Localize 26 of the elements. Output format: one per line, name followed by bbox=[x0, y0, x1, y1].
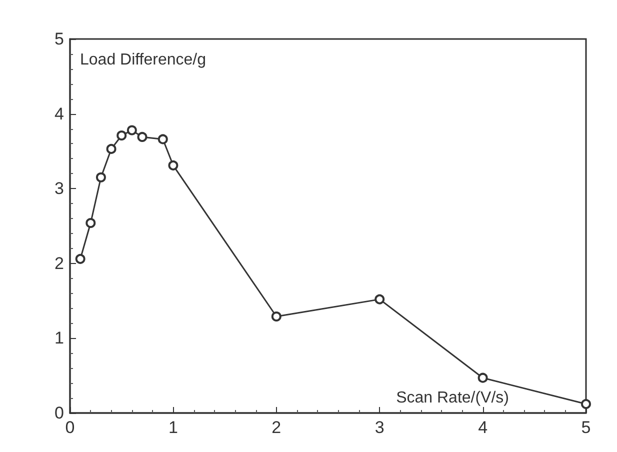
y-tick-label: 3 bbox=[54, 179, 64, 198]
point bbox=[116, 130, 127, 140]
x-axis-title: Scan Rate/(V/s) bbox=[396, 390, 510, 406]
point bbox=[581, 399, 591, 410]
y-tick-label: 0 bbox=[54, 404, 64, 422]
point bbox=[96, 172, 106, 182]
point bbox=[374, 294, 385, 304]
point bbox=[158, 134, 168, 144]
point bbox=[75, 254, 86, 264]
y-axis-title: Load Difference/g bbox=[80, 52, 206, 68]
x-tick-label: 4 bbox=[478, 418, 488, 437]
point bbox=[137, 132, 148, 142]
point bbox=[478, 372, 488, 383]
point bbox=[106, 144, 116, 154]
x-tick-label: 1 bbox=[168, 418, 178, 437]
x-tick-label: 5 bbox=[581, 418, 591, 437]
y-tick-label: 1 bbox=[54, 328, 64, 348]
y-tick-label: 5 bbox=[54, 30, 64, 48]
y-tick-label: 2 bbox=[54, 254, 64, 273]
point bbox=[126, 125, 137, 136]
x-tick-label: 2 bbox=[272, 418, 282, 437]
x-tick-label: 3 bbox=[374, 418, 384, 437]
point bbox=[86, 218, 96, 228]
point bbox=[271, 312, 282, 322]
point bbox=[168, 160, 178, 170]
y-tick-label: 4 bbox=[54, 104, 64, 124]
